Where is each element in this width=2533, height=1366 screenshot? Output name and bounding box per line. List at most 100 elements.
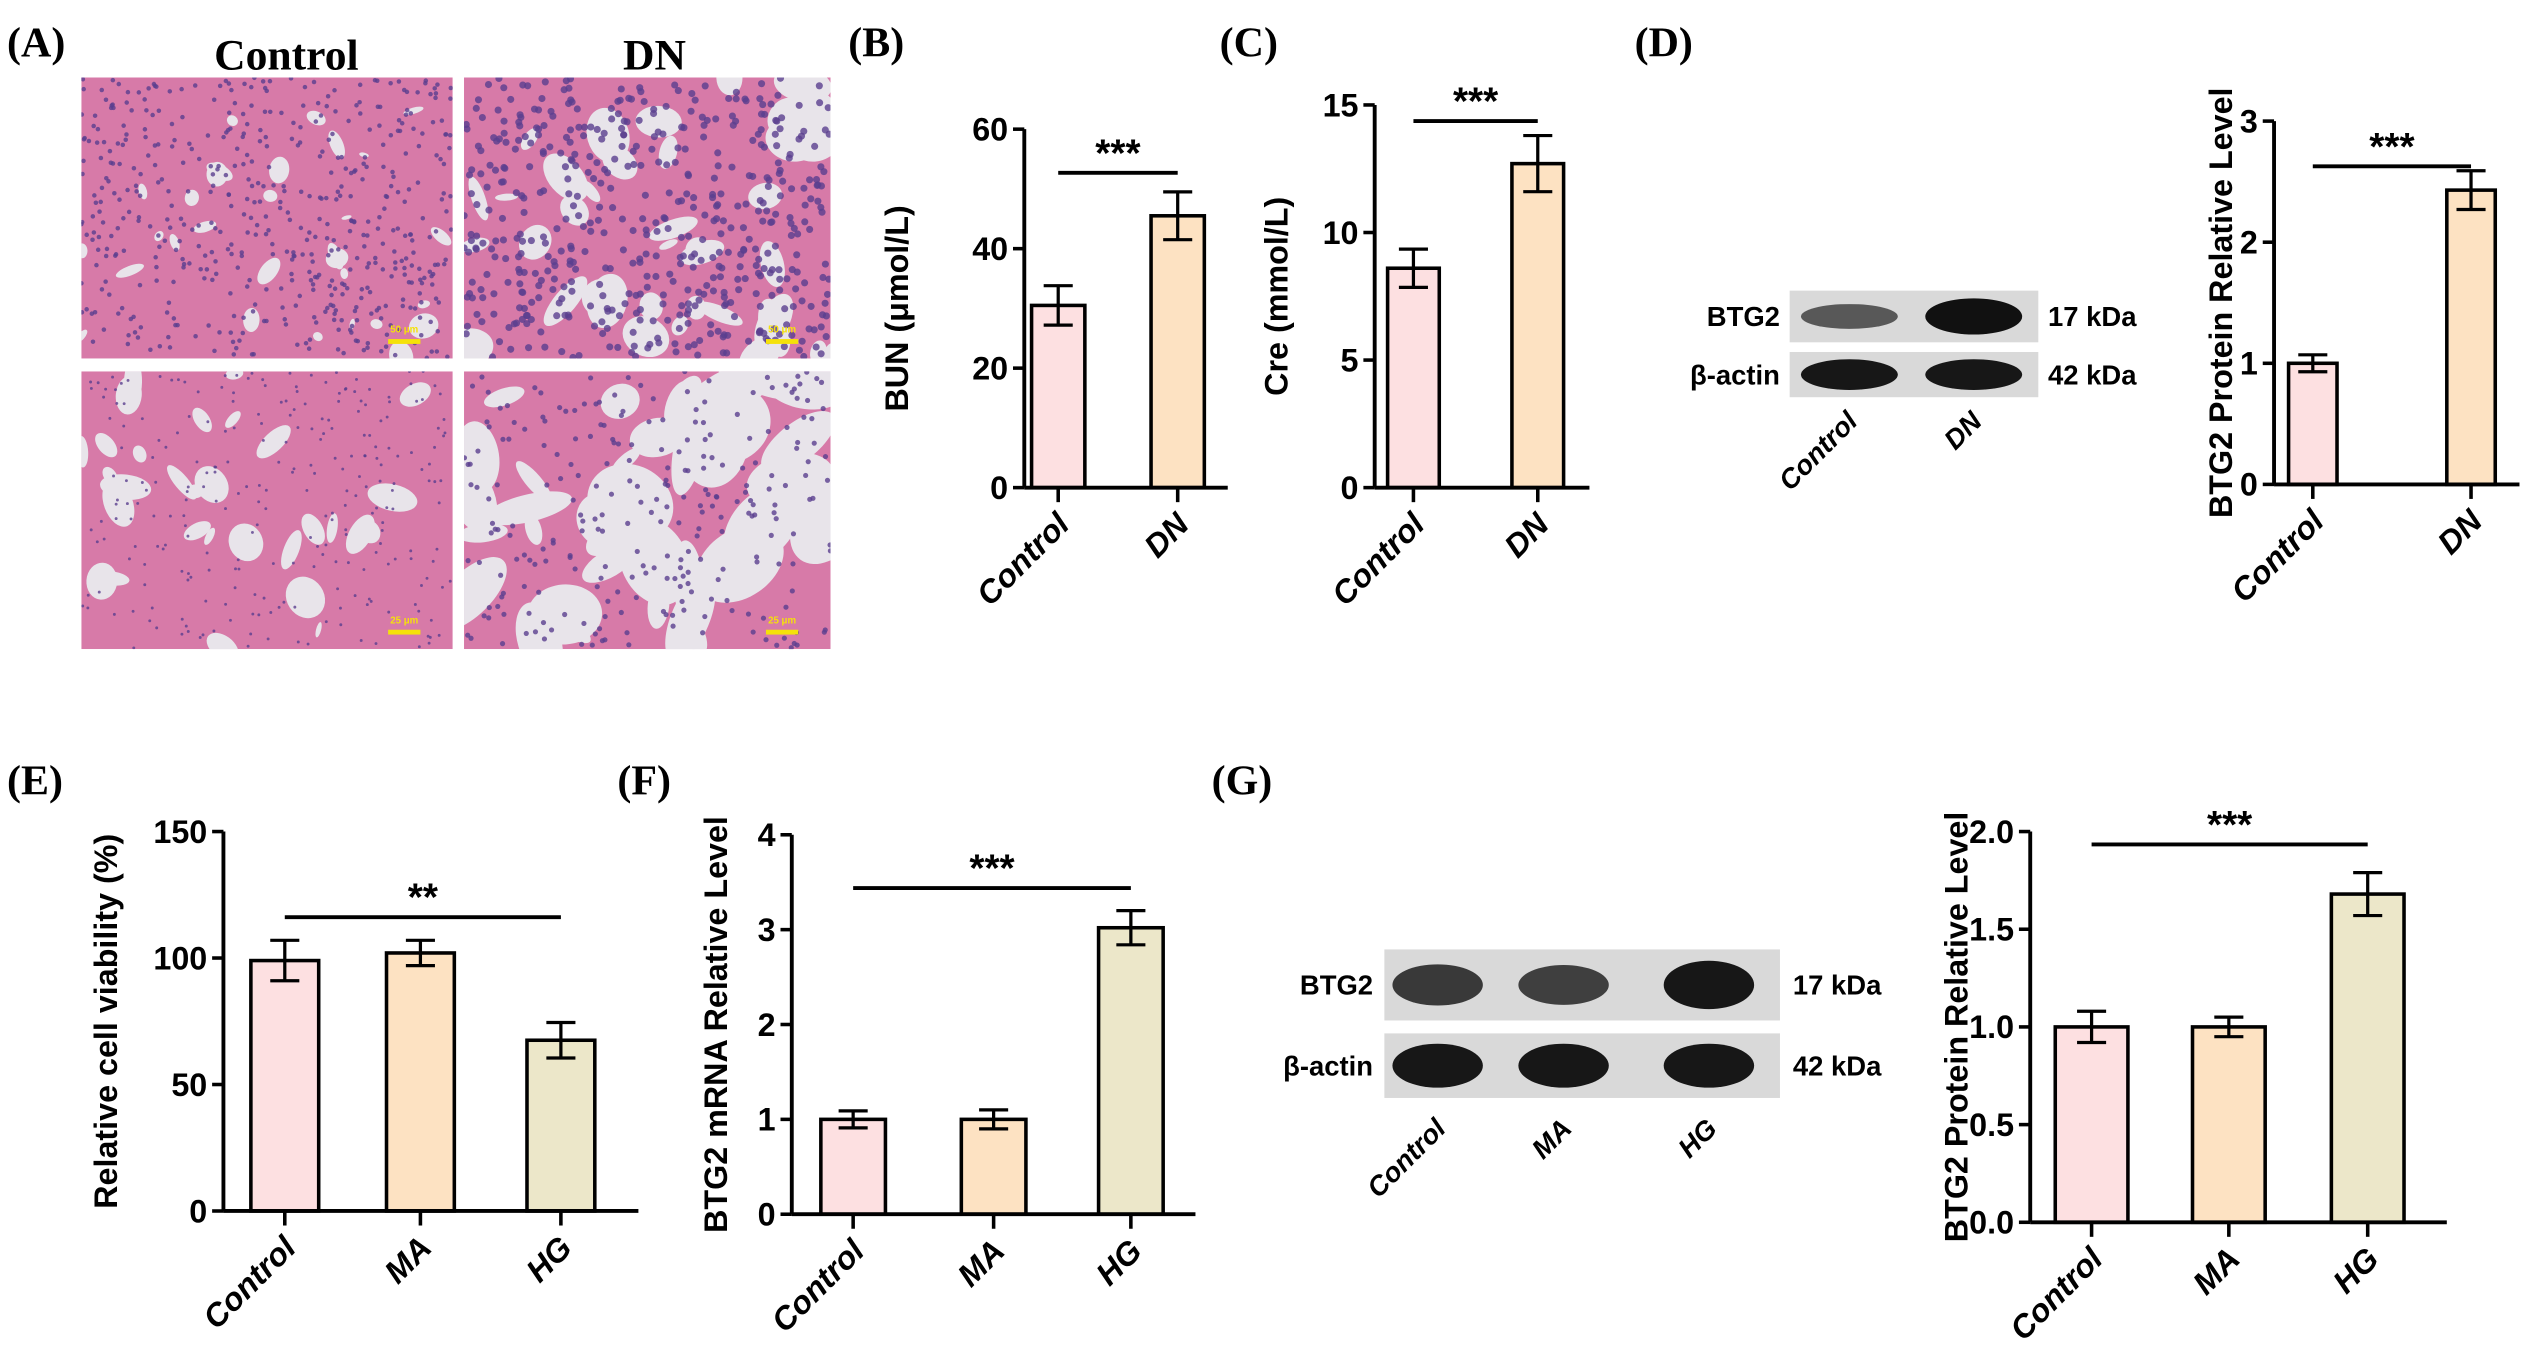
nucleus xyxy=(593,125,601,134)
nucleus xyxy=(263,384,267,388)
nucleus xyxy=(589,642,595,648)
nucleus xyxy=(377,123,382,128)
y-tick-label: 0 xyxy=(189,1193,207,1229)
nucleus xyxy=(690,194,698,202)
nucleus xyxy=(137,193,143,199)
nucleus xyxy=(164,543,167,547)
nucleus xyxy=(97,590,101,594)
nucleus xyxy=(783,321,791,329)
nucleus xyxy=(464,125,471,133)
nucleus xyxy=(143,583,147,587)
nucleus xyxy=(806,225,814,233)
nucleus xyxy=(690,341,698,349)
nucleus xyxy=(500,129,508,137)
nucleus xyxy=(270,251,276,257)
nucleus xyxy=(316,544,319,548)
nucleus xyxy=(483,270,491,279)
nucleus xyxy=(773,516,779,522)
nucleus xyxy=(697,503,703,509)
nucleus xyxy=(339,623,343,627)
y-tick-label: 0 xyxy=(990,470,1008,506)
nucleus xyxy=(664,504,670,510)
nucleus xyxy=(186,485,190,489)
nucleus xyxy=(328,170,334,175)
lumen xyxy=(256,425,291,459)
nucleus xyxy=(677,233,686,241)
lumen xyxy=(790,471,831,565)
nucleus xyxy=(728,163,736,171)
nucleus xyxy=(715,262,723,270)
panel-label: (D) xyxy=(1635,21,1693,67)
nucleus xyxy=(745,172,753,180)
nucleus xyxy=(249,183,255,189)
nucleus xyxy=(385,506,389,510)
scale-bar-label: 25 μm xyxy=(390,615,418,626)
nucleus xyxy=(632,142,640,150)
nucleus xyxy=(586,219,594,227)
significance-label: *** xyxy=(1095,132,1141,175)
nucleus xyxy=(390,488,394,492)
nucleus xyxy=(208,164,214,169)
nucleus xyxy=(676,520,682,526)
nucleus xyxy=(497,405,503,411)
nucleus xyxy=(186,578,190,582)
nucleus xyxy=(81,171,85,177)
nucleus xyxy=(121,248,127,254)
nucleus xyxy=(422,275,427,281)
nucleus xyxy=(791,640,797,647)
nucleus xyxy=(674,197,682,206)
nucleus xyxy=(428,91,433,97)
nucleus xyxy=(418,277,423,283)
nucleus xyxy=(580,123,589,131)
nucleus xyxy=(476,559,482,566)
nucleus xyxy=(812,343,820,351)
x-tick-label: Control xyxy=(2224,502,2331,609)
nucleus xyxy=(223,172,229,178)
nucleus xyxy=(420,398,424,401)
y-tick-label: 20 xyxy=(972,350,1008,386)
column-header-dn: DN xyxy=(623,31,686,79)
nucleus xyxy=(377,214,382,220)
nucleus xyxy=(236,558,240,562)
nucleus xyxy=(339,281,345,286)
nucleus xyxy=(700,133,708,141)
nucleus xyxy=(688,89,696,98)
nucleus xyxy=(640,97,648,106)
nucleus xyxy=(442,434,446,438)
nucleus xyxy=(136,215,142,220)
nucleus xyxy=(209,220,214,226)
nucleus xyxy=(399,121,405,126)
nucleus xyxy=(321,553,325,556)
nucleus xyxy=(395,226,401,231)
nucleus xyxy=(427,462,431,466)
nucleus xyxy=(793,268,801,276)
nucleus xyxy=(755,329,763,337)
nucleus xyxy=(715,576,721,583)
nucleus xyxy=(232,100,238,106)
nucleus xyxy=(402,265,407,271)
nucleus xyxy=(328,302,333,308)
nucleus xyxy=(774,642,780,648)
nucleus xyxy=(376,305,382,311)
nucleus xyxy=(312,274,318,280)
nucleus xyxy=(765,428,771,435)
nucleus xyxy=(694,351,702,359)
nucleus xyxy=(694,533,700,539)
nucleus xyxy=(479,374,485,380)
nucleus xyxy=(787,219,795,227)
nucleus xyxy=(699,235,707,244)
lumen xyxy=(263,189,278,202)
lumen xyxy=(696,301,743,326)
nucleus xyxy=(700,419,707,426)
nucleus xyxy=(727,224,735,232)
nucleus xyxy=(212,629,216,633)
nucleus xyxy=(186,534,190,538)
nucleus xyxy=(180,617,184,621)
nucleus xyxy=(241,161,246,167)
nucleus xyxy=(709,274,718,282)
nucleus xyxy=(307,269,312,275)
nucleus xyxy=(255,180,261,186)
nucleus xyxy=(249,159,255,164)
nucleus xyxy=(132,646,136,650)
nucleus xyxy=(380,241,386,246)
